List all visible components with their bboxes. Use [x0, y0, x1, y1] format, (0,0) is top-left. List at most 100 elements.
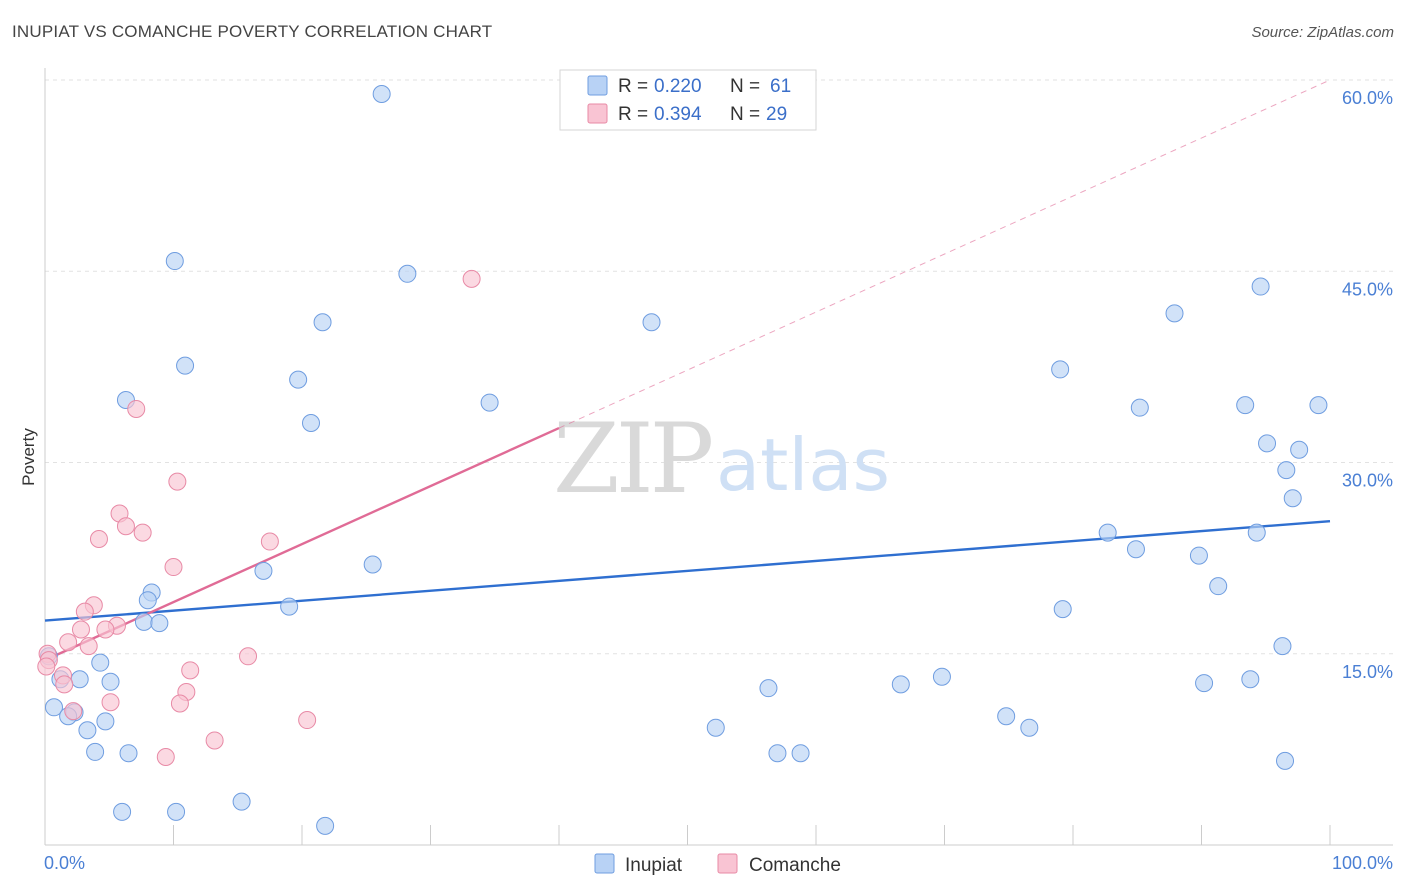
data-point-inupiat [1236, 396, 1255, 415]
x-tick-label-max: 100.0% [1332, 853, 1393, 873]
data-point-comanche [55, 675, 74, 694]
legend-n-value-inupiat: 61 [770, 76, 791, 97]
data-point-comanche [116, 517, 135, 536]
data-point-comanche [133, 523, 152, 542]
legend-r-label-inupiat: R = [618, 76, 648, 97]
grid-lines: 15.0% 30.0% 45.0% 60.0% [45, 79, 1393, 682]
data-point-comanche [260, 532, 279, 551]
bottom-legend: Inupiat Comanche [594, 853, 841, 876]
data-point-inupiat [1195, 674, 1214, 693]
data-point-comanche [64, 702, 83, 721]
data-point-inupiat [96, 712, 115, 731]
data-point-inupiat [1273, 637, 1292, 656]
data-point-inupiat [997, 707, 1016, 726]
data-point-comanche [75, 602, 94, 621]
trend-lines [44, 79, 1331, 662]
legend-n-label-inupiat: N = [730, 76, 760, 97]
data-point-comanche [462, 269, 481, 288]
data-point-inupiat [119, 744, 138, 763]
data-point-comanche [168, 472, 187, 491]
data-point-comanche [298, 711, 317, 730]
data-point-comanche [127, 399, 146, 418]
data-point-comanche [89, 530, 108, 548]
data-point-inupiat [759, 679, 778, 698]
bottom-legend-swatch-comanche [717, 853, 738, 874]
data-point-inupiat [78, 721, 97, 740]
data-point-inupiat [1020, 718, 1039, 737]
data-point-inupiat [1209, 577, 1228, 596]
data-point-inupiat [167, 802, 186, 821]
data-point-inupiat [91, 653, 110, 672]
data-point-inupiat [891, 675, 910, 694]
data-point-inupiat [101, 672, 120, 691]
data-point-inupiat [301, 413, 320, 432]
data-point-inupiat [932, 667, 951, 686]
data-point-inupiat [134, 612, 153, 631]
y-tick-label: 30.0% [1342, 471, 1393, 491]
data-point-inupiat [313, 313, 332, 332]
legend-r-value-inupiat: 0.220 [654, 76, 702, 97]
data-point-inupiat [1098, 523, 1117, 542]
data-point-inupiat [232, 792, 251, 811]
data-point-comanche [156, 748, 175, 767]
legend-r-label-comanche: R = [618, 104, 648, 125]
data-point-inupiat [289, 370, 308, 389]
x-tick-label-min: 0.0% [44, 853, 85, 873]
data-point-inupiat [1053, 600, 1072, 619]
chart-title: INUPIAT VS COMANCHE POVERTY CORRELATION … [12, 22, 493, 41]
data-point-inupiat [706, 718, 725, 737]
data-point-comanche [96, 620, 115, 639]
watermark-zip: ZIP [553, 403, 712, 515]
trend-line-extension-comanche [558, 79, 1331, 429]
data-point-comanche [205, 731, 224, 750]
data-point-inupiat [1258, 434, 1277, 453]
data-point-inupiat [1189, 546, 1208, 565]
data-point-inupiat [1276, 751, 1295, 770]
data-point-inupiat [1277, 461, 1296, 480]
legend-n-value-comanche: 29 [766, 104, 787, 125]
watermark-atlas: atlas [716, 423, 890, 507]
data-point-inupiat [70, 670, 89, 689]
bottom-legend-swatch-inupiat [594, 853, 615, 874]
data-point-inupiat [398, 264, 417, 283]
data-point-inupiat [1051, 360, 1070, 379]
data-point-inupiat [363, 555, 382, 574]
data-point-comanche [164, 558, 183, 577]
watermark: ZIP atlas [553, 403, 890, 515]
data-point-comanche [101, 693, 120, 712]
data-point-inupiat [316, 816, 335, 835]
data-point-inupiat [768, 744, 787, 763]
source-label: Source: ZipAtlas.com [1251, 24, 1394, 41]
data-point-inupiat [372, 85, 391, 104]
y-tick-label: 45.0% [1342, 279, 1393, 299]
y-tick-label: 15.0% [1342, 662, 1393, 682]
axes [44, 68, 1393, 846]
y-axis-label: Poverty [19, 428, 38, 486]
bottom-legend-label-comanche: Comanche [749, 855, 841, 876]
data-point-inupiat [642, 313, 661, 332]
legend: R = 0.220 N = 61 R = 0.394 N = 29 [559, 69, 817, 131]
data-point-comanche [181, 661, 200, 680]
data-point-inupiat [1241, 670, 1260, 689]
data-point-inupiat [1283, 489, 1302, 508]
legend-swatch-inupiat [587, 75, 608, 96]
data-point-comanche [59, 633, 78, 652]
bottom-legend-label-inupiat: Inupiat [625, 855, 683, 876]
y-tick-label: 60.0% [1342, 88, 1393, 108]
data-point-comanche [71, 620, 90, 639]
data-point-comanche [239, 647, 258, 666]
data-point-inupiat [113, 802, 132, 821]
data-point-inupiat [280, 597, 299, 616]
data-point-inupiat [1247, 523, 1266, 542]
data-point-comanche [37, 657, 56, 676]
data-point-inupiat [1165, 304, 1184, 323]
data-point-inupiat [150, 614, 169, 633]
legend-r-value-comanche: 0.394 [654, 104, 702, 125]
data-point-inupiat [791, 744, 810, 763]
data-point-inupiat [138, 591, 157, 610]
data-point-inupiat [1130, 398, 1149, 417]
trend-line-inupiat [44, 519, 1331, 622]
data-point-inupiat [44, 698, 63, 717]
data-point-inupiat [1126, 540, 1145, 559]
